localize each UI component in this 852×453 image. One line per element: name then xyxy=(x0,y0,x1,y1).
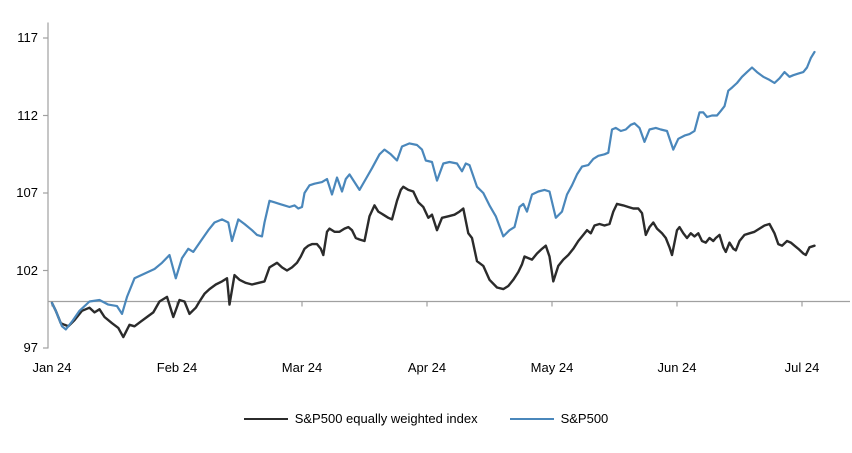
legend-line-sample-sp500 xyxy=(509,417,554,420)
x-tick-label: Feb 24 xyxy=(156,360,198,375)
x-tick-label: Jun 24 xyxy=(657,360,697,375)
series-line-sp500 xyxy=(50,50,816,331)
x-tick-label: Jul 24 xyxy=(784,360,820,375)
x-tick-label: May 24 xyxy=(530,360,574,375)
legend-entry-equal-weight: S&P500 equally weighted index xyxy=(243,411,478,426)
series-lines xyxy=(50,50,816,339)
x-tick-label: Mar 24 xyxy=(281,360,323,375)
x-tick-label: Apr 24 xyxy=(407,360,447,375)
legend-entry-sp500: S&P500 xyxy=(509,411,609,426)
legend-line-sample-equal-weight xyxy=(243,417,288,420)
y-tick-label: 112 xyxy=(17,107,38,123)
series-line-equal-weight xyxy=(50,185,816,339)
legend: S&P500 equally weighted index S&P500 xyxy=(0,411,852,426)
y-tick-label: 97 xyxy=(23,340,38,355)
legend-label-equal-weight: S&P500 equally weighted index xyxy=(294,411,478,426)
y-tick-label: 117 xyxy=(17,30,38,45)
y-tick-label: 102 xyxy=(16,262,38,278)
legend-label-sp500: S&P500 xyxy=(560,411,609,426)
y-tick-label: 107 xyxy=(16,185,38,200)
x-tick-label: Jan 24 xyxy=(32,360,72,375)
